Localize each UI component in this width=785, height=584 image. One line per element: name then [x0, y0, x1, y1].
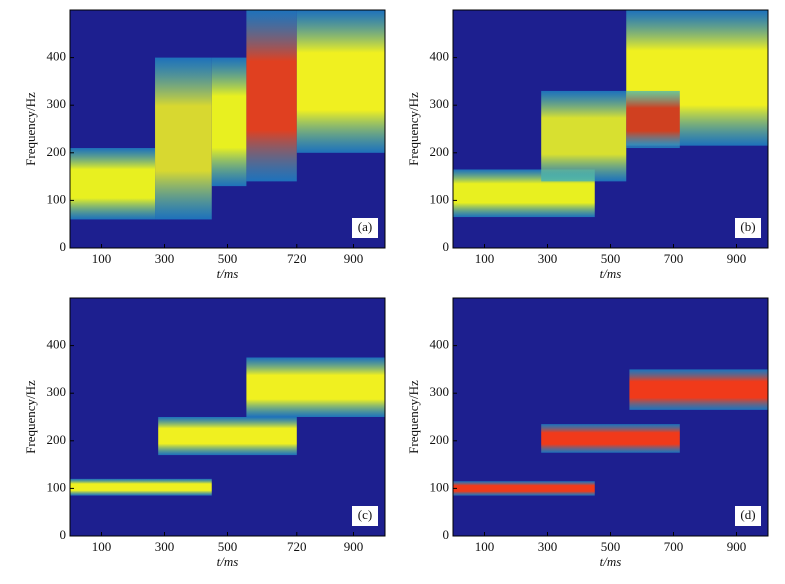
x-tick-label: 900: [344, 251, 364, 266]
band: [629, 369, 768, 410]
y-tick-label: 300: [430, 96, 450, 111]
x-tick-label: 700: [664, 539, 684, 554]
y-tick-label: 400: [430, 337, 450, 352]
band: [211, 57, 247, 187]
y-tick-label: 400: [47, 337, 67, 352]
band: [246, 357, 385, 417]
x-tick-label: 300: [538, 251, 558, 266]
y-tick-label: 400: [47, 49, 67, 64]
y-tick-label: 300: [430, 384, 450, 399]
y-tick-label: 0: [60, 527, 67, 542]
x-tick-label: 300: [155, 251, 175, 266]
band: [155, 57, 212, 220]
y-axis-label: Frequency/Hz: [23, 92, 38, 166]
x-tick-label: 900: [344, 539, 364, 554]
panel-label-box: [735, 506, 761, 526]
x-tick-label: 100: [475, 251, 495, 266]
band: [296, 10, 385, 153]
y-tick-label: 0: [443, 527, 450, 542]
panel-label-box: [352, 506, 378, 526]
x-tick-label: 720: [287, 251, 307, 266]
band: [70, 148, 156, 220]
panel-label: (a): [358, 219, 372, 234]
x-tick-label: 300: [155, 539, 175, 554]
x-tick-label: 100: [475, 539, 495, 554]
y-tick-label: 300: [47, 96, 67, 111]
x-tick-label: 900: [727, 251, 747, 266]
y-tick-label: 100: [430, 479, 450, 494]
y-axis-label: Frequency/Hz: [23, 380, 38, 454]
panel-label: (b): [740, 219, 755, 234]
x-axis-label: t/ms: [600, 554, 622, 569]
band: [70, 478, 212, 496]
plot-background: [453, 298, 768, 536]
panel-label: (c): [358, 507, 372, 522]
x-axis-label: t/ms: [600, 266, 622, 281]
x-tick-label: 500: [601, 539, 621, 554]
y-tick-label: 200: [430, 144, 450, 159]
y-tick-label: 100: [47, 191, 67, 206]
y-tick-label: 100: [430, 191, 450, 206]
y-tick-label: 200: [47, 432, 67, 447]
x-tick-label: 100: [92, 251, 112, 266]
band: [246, 10, 297, 182]
x-tick-label: 500: [218, 539, 238, 554]
x-tick-label: 720: [287, 539, 307, 554]
y-tick-label: 200: [430, 432, 450, 447]
band: [541, 90, 627, 182]
panel-label-box: [735, 218, 761, 238]
y-axis-label: Frequency/Hz: [406, 92, 421, 166]
x-axis-label: t/ms: [217, 266, 239, 281]
band: [158, 417, 297, 456]
x-axis-label: t/ms: [217, 554, 239, 569]
band: [541, 424, 680, 453]
y-tick-label: 400: [430, 49, 450, 64]
panel-label-box: [352, 218, 378, 238]
x-tick-label: 500: [601, 251, 621, 266]
x-tick-label: 700: [664, 251, 684, 266]
x-tick-label: 300: [538, 539, 558, 554]
y-tick-label: 0: [443, 239, 450, 254]
band: [626, 90, 680, 149]
band: [453, 481, 595, 496]
y-tick-label: 0: [60, 239, 67, 254]
y-tick-label: 300: [47, 384, 67, 399]
y-tick-label: 200: [47, 144, 67, 159]
x-tick-label: 100: [92, 539, 112, 554]
x-tick-label: 900: [727, 539, 747, 554]
x-tick-label: 500: [218, 251, 238, 266]
y-tick-label: 100: [47, 479, 67, 494]
y-axis-label: Frequency/Hz: [406, 380, 421, 454]
panel-label: (d): [740, 507, 755, 522]
